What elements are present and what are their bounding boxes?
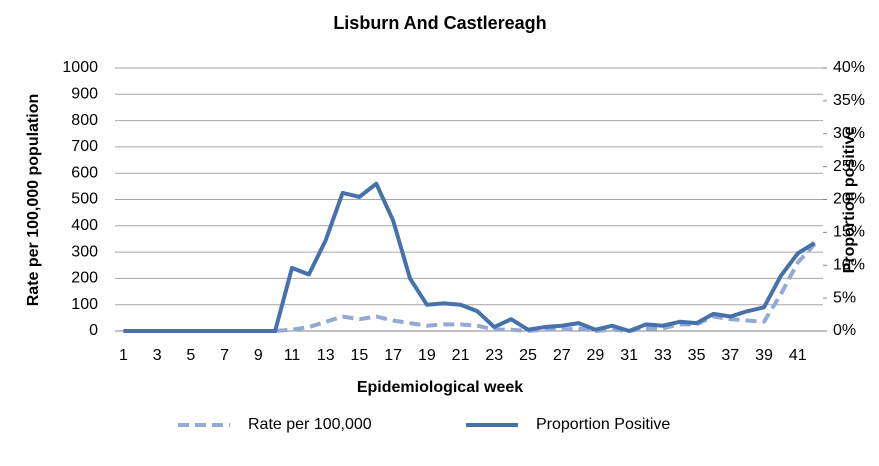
x-tick-label: 37	[721, 347, 739, 364]
y2-tick-label: 20%	[833, 191, 865, 208]
y2-tick-label: 10%	[833, 256, 865, 273]
x-tick-label: 39	[755, 347, 773, 364]
legend-label: Rate per 100,000	[248, 416, 372, 433]
x-tick-label: 41	[789, 347, 807, 364]
x-tick-label: 25	[519, 347, 537, 364]
y2-tick-label: 40%	[833, 59, 865, 76]
y-axis-title: Rate per 100,000 population	[25, 94, 42, 307]
y-tick-label: 900	[71, 86, 98, 103]
x-axis-title: Epidemiological week	[357, 379, 523, 396]
x-tick-label: 7	[220, 347, 229, 364]
x-tick-label: 35	[688, 347, 706, 364]
x-tick-label: 3	[153, 347, 162, 364]
series-line	[123, 242, 817, 333]
y-tick-label: 100	[71, 296, 98, 313]
y-tick-label: 300	[71, 243, 98, 260]
y-tick-label: 800	[71, 112, 98, 129]
y-tick-label: 500	[71, 191, 98, 208]
y-tick-label: 700	[71, 138, 98, 155]
x-tick-label: 31	[620, 347, 638, 364]
y-tick-label: 400	[71, 217, 98, 234]
chart-title: Lisburn And Castlereagh	[333, 13, 546, 33]
x-tick-label: 23	[485, 347, 503, 364]
y2-tick-label: 25%	[833, 158, 865, 175]
x-tick-label: 13	[317, 347, 335, 364]
x-tick-label: 19	[418, 347, 436, 364]
x-tick-label: 1	[119, 347, 128, 364]
x-tick-label: 9	[254, 347, 263, 364]
y2-axis-title: Proportion positive	[841, 127, 858, 274]
y-tick-label: 200	[71, 270, 98, 287]
y2-tick-label: 15%	[833, 224, 865, 241]
y2-tick-label: 30%	[833, 125, 865, 142]
x-tick-label: 5	[186, 347, 195, 364]
x-tick-label: 21	[452, 347, 470, 364]
x-tick-label: 33	[654, 347, 672, 364]
x-tick-label: 29	[587, 347, 605, 364]
y-tick-label: 600	[71, 164, 98, 181]
x-tick-label: 27	[553, 347, 571, 364]
y2-tick-label: 0%	[833, 322, 856, 339]
x-tick-label: 15	[351, 347, 369, 364]
x-tick-label: 17	[384, 347, 402, 364]
y2-tick-label: 35%	[833, 92, 865, 109]
legend-label: Proportion Positive	[536, 416, 670, 433]
y-tick-label: 1000	[62, 59, 98, 76]
series-line	[123, 181, 816, 333]
x-tick-label: 11	[284, 347, 301, 364]
y2-tick-label: 5%	[833, 289, 856, 306]
y-tick-label: 0	[89, 322, 98, 339]
